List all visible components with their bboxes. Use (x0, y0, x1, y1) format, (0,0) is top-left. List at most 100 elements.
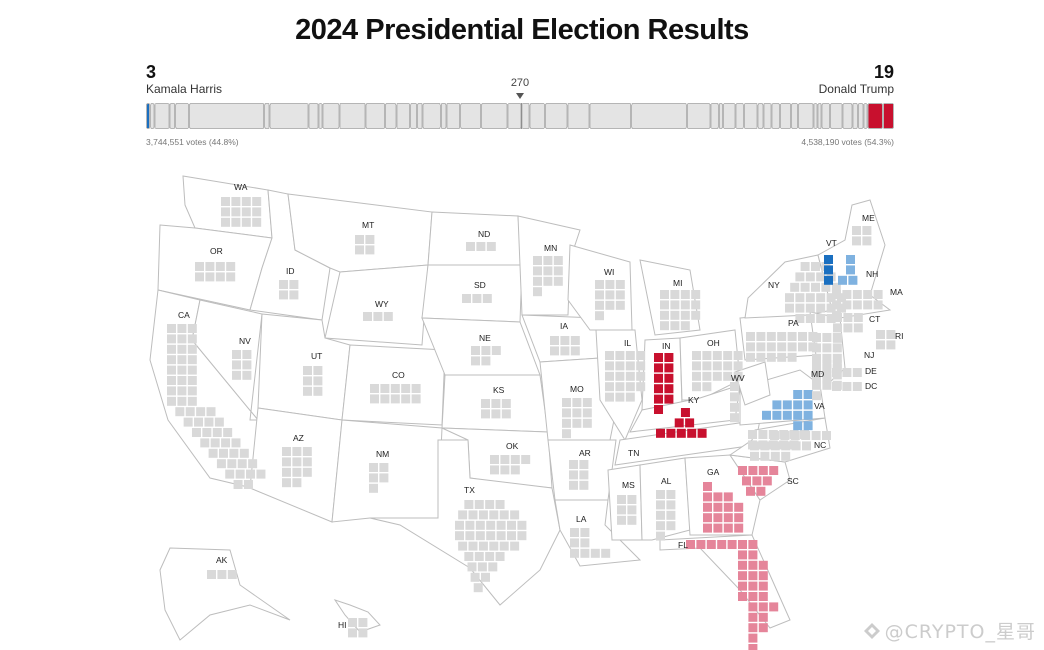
state-label-la[interactable]: LA (576, 514, 587, 524)
ev-bar-segment-wy (863, 103, 868, 129)
ev-tile-ca (177, 344, 187, 354)
ev-bar-segment-va (422, 103, 441, 129)
ev-tile-ca (196, 407, 206, 417)
ev-tile-tx (455, 520, 464, 530)
ev-tile-ma (873, 300, 883, 310)
state-label-ga[interactable]: GA (707, 467, 720, 477)
state-label-ne[interactable]: NE (479, 333, 491, 343)
state-label-vt[interactable]: VT (826, 238, 837, 248)
state-label-il[interactable]: IL (624, 338, 631, 348)
state-label-ma[interactable]: MA (890, 287, 903, 297)
ev-tile-wa (252, 217, 262, 227)
state-label-wa[interactable]: WA (234, 182, 248, 192)
state-label-ny[interactable]: NY (768, 280, 780, 290)
ev-bar-segment-ky (882, 103, 894, 129)
state-label-wy[interactable]: WY (375, 299, 389, 309)
state-label-ca[interactable]: CA (178, 310, 190, 320)
ev-tile-ks (501, 399, 511, 408)
ev-tile-sc (756, 486, 766, 496)
ev-tile-ma (852, 300, 862, 310)
ev-tile-il (605, 361, 614, 371)
state-label-ri[interactable]: RI (895, 331, 904, 341)
state-label-mn[interactable]: MN (544, 243, 557, 253)
ev-tile-ok (490, 455, 499, 464)
state-label-nd[interactable]: ND (478, 229, 490, 239)
state-label-mi[interactable]: MI (673, 278, 682, 288)
ev-tile-ak (227, 570, 237, 579)
state-label-wv[interactable]: WV (731, 373, 745, 383)
state-label-me[interactable]: ME (862, 213, 875, 223)
ev-tile-ri (886, 330, 896, 339)
state-label-co[interactable]: CO (392, 370, 405, 380)
ev-tile-ny (816, 303, 826, 313)
ev-tile-ga (734, 523, 744, 533)
ev-tile-nc (770, 441, 780, 451)
ev-tile-ca (187, 365, 197, 375)
state-label-ak[interactable]: AK (216, 555, 228, 565)
state-label-va[interactable]: VA (814, 401, 825, 411)
state-label-sd[interactable]: SD (474, 280, 486, 290)
ev-tile-tx (489, 510, 499, 520)
state-label-oh[interactable]: OH (707, 338, 720, 348)
ev-tile-mt (365, 235, 375, 244)
state-label-mt[interactable]: MT (362, 220, 374, 230)
state-label-de[interactable]: DE (865, 366, 877, 376)
state-label-ct[interactable]: CT (869, 314, 880, 324)
ev-tile-ga (713, 523, 723, 533)
state-label-dc[interactable]: DC (865, 381, 877, 391)
state-label-nj[interactable]: NJ (864, 350, 874, 360)
state-label-pa[interactable]: PA (788, 318, 799, 328)
state-label-nh[interactable]: NH (866, 269, 878, 279)
state-label-ok[interactable]: OK (506, 441, 519, 451)
state-label-ia[interactable]: IA (560, 321, 568, 331)
state-label-fl[interactable]: FL (678, 540, 688, 550)
state-label-wi[interactable]: WI (604, 267, 614, 277)
ev-tile-va (793, 390, 803, 399)
ev-tile-nc (780, 431, 790, 440)
ev-tile-nc (770, 431, 779, 440)
ev-bar-segment-ca (189, 103, 265, 129)
state-label-nc[interactable]: NC (814, 440, 826, 450)
state-label-in[interactable]: IN (662, 341, 671, 351)
state-label-hi[interactable]: HI (338, 620, 347, 630)
state-label-ut[interactable]: UT (311, 351, 322, 361)
ev-tile-mn (543, 276, 553, 286)
state-label-md[interactable]: MD (811, 369, 824, 379)
state-label-id[interactable]: ID (286, 266, 295, 276)
state-label-tx[interactable]: TX (464, 485, 475, 495)
ev-tile-ia (550, 346, 559, 356)
state-label-ar[interactable]: AR (579, 448, 591, 458)
state-label-az[interactable]: AZ (293, 433, 304, 443)
state-label-al[interactable]: AL (661, 476, 672, 486)
state-label-sc[interactable]: SC (787, 476, 799, 486)
ev-bar-segment-nd (817, 103, 822, 129)
ev-bar-segment-il (339, 103, 366, 129)
ev-tile-il (636, 351, 646, 360)
ev-tile-az (282, 467, 291, 477)
state-label-nv[interactable]: NV (239, 336, 251, 346)
ev-tile-fl (758, 560, 768, 570)
ev-tile-ia (570, 346, 580, 356)
ev-tile-tx (468, 541, 478, 551)
ev-tile-mi (691, 300, 701, 310)
state-label-or[interactable]: OR (210, 246, 223, 256)
state-label-tn[interactable]: TN (628, 448, 639, 458)
ev-tile-wi (595, 280, 604, 289)
state-outline-wy (324, 264, 429, 346)
ev-tile-tx (465, 520, 475, 530)
ev-tile-ms (627, 515, 637, 525)
ev-tile-ca (194, 417, 204, 427)
ev-tile-il (625, 382, 635, 392)
state-label-ky[interactable]: KY (688, 395, 700, 405)
state-label-mo[interactable]: MO (570, 384, 584, 394)
ev-tile-ca (216, 459, 226, 469)
ev-tile-nj (822, 333, 832, 342)
state-label-ks[interactable]: KS (493, 385, 505, 395)
ev-tile-il (615, 392, 625, 402)
state-label-nm[interactable]: NM (376, 449, 389, 459)
ev-tile-ca (237, 459, 247, 469)
ev-tile-co (370, 394, 379, 404)
ev-tile-fl (758, 612, 768, 622)
state-label-ms[interactable]: MS (622, 480, 635, 490)
ev-tile-va (782, 400, 792, 410)
